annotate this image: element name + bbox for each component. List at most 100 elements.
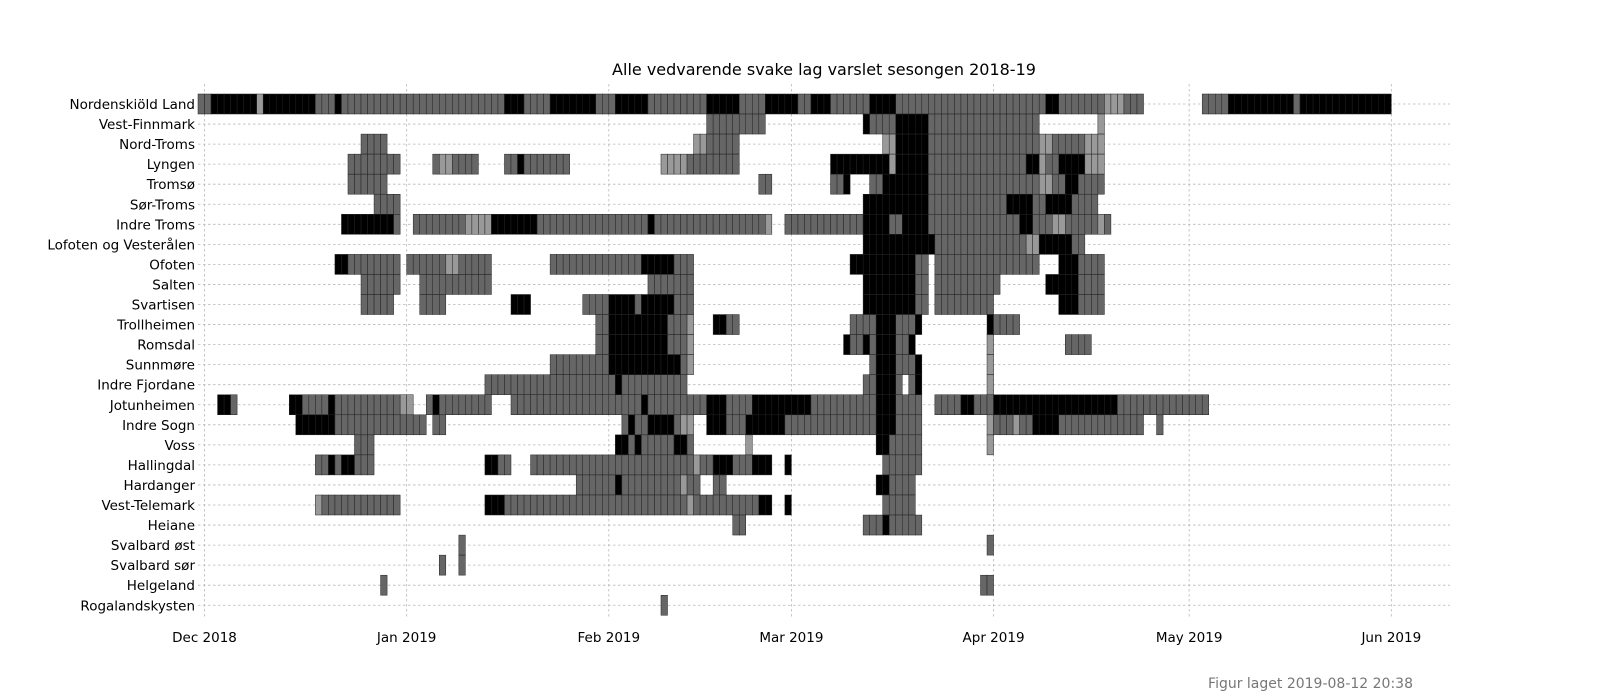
heatmap-cell (738, 214, 747, 235)
heatmap-cell (367, 214, 375, 235)
heatmap-cell (869, 173, 877, 195)
heatmap-cell (712, 113, 720, 135)
heatmap-cell (1071, 414, 1079, 436)
heatmap-cell (686, 434, 694, 456)
heatmap-cell (888, 274, 896, 295)
heatmap-cell (680, 474, 688, 496)
heatmap-cell (582, 254, 590, 275)
heatmap-cell (882, 354, 890, 375)
heatmap-cell (367, 93, 375, 115)
heatmap-cell (1136, 93, 1144, 115)
heatmap-cell (915, 93, 923, 115)
x-tick-label: Jun 2019 (1360, 630, 1421, 646)
heatmap-cell (673, 374, 681, 395)
heatmap-cell (530, 374, 538, 395)
heatmap-cell (308, 414, 316, 436)
heatmap-cell (830, 394, 838, 415)
heatmap-cell (484, 494, 492, 516)
heatmap-cell (602, 454, 610, 476)
heatmap-cell (869, 113, 877, 135)
heatmap-cell (954, 194, 962, 215)
heatmap-cell (660, 595, 668, 616)
heatmap-cell (706, 153, 714, 175)
heatmap-cell (549, 93, 557, 115)
heatmap-cell (1071, 394, 1079, 415)
heatmap-cell (1097, 254, 1105, 275)
heatmap-cell (1091, 294, 1099, 315)
heatmap-cell (699, 494, 707, 516)
heatmap-cell (412, 93, 420, 115)
heatmap-cell (680, 494, 688, 516)
heatmap-cell (1019, 254, 1027, 275)
heatmap-cell (888, 254, 896, 275)
heatmap-cell (1058, 93, 1066, 115)
heatmap-cell (967, 93, 975, 115)
heatmap-cell (647, 394, 655, 415)
heatmap-cell (458, 274, 466, 295)
heatmap-cell (902, 153, 910, 175)
heatmap-cell (367, 173, 375, 195)
heatmap-cell (1006, 133, 1014, 155)
heatmap-cell (986, 214, 994, 235)
heatmap-cell (582, 214, 590, 235)
heatmap-cell (321, 394, 329, 415)
heatmap-cell (347, 214, 355, 235)
heatmap-cell (1058, 234, 1066, 255)
heatmap-cell (1130, 414, 1138, 436)
heatmap-cell (980, 294, 988, 315)
heatmap-cell (1325, 93, 1333, 115)
heatmap-cell (680, 153, 688, 175)
heatmap-cell (908, 254, 916, 275)
heatmap-cell (1019, 214, 1027, 235)
heatmap-cell (1169, 394, 1177, 415)
heatmap-cell (902, 474, 910, 496)
heatmap-cell (256, 93, 264, 115)
heatmap-cell (895, 314, 903, 335)
heatmap-cell (654, 274, 662, 295)
heatmap-cell (549, 374, 557, 395)
heatmap-cell (954, 294, 962, 315)
heatmap-cell (484, 214, 492, 235)
heatmap-cell (888, 214, 896, 235)
heatmap-cell (1019, 414, 1027, 436)
heatmap-cell (1091, 274, 1099, 295)
heatmap-cell (986, 574, 994, 596)
region-row (595, 314, 1020, 335)
heatmap-cell (562, 254, 570, 275)
heatmap-cell (921, 274, 929, 295)
heatmap-cell (373, 254, 381, 275)
heatmap-cell (843, 414, 851, 436)
heatmap-cell (680, 314, 688, 335)
heatmap-cell (667, 394, 675, 415)
heatmap-cell (908, 173, 916, 195)
heatmap-cell (667, 214, 675, 235)
heatmap-cell (380, 254, 388, 275)
region-row (439, 554, 466, 576)
heatmap-cell (980, 254, 988, 275)
heatmap-cell (967, 254, 975, 275)
heatmap-cell (439, 214, 447, 235)
heatmap-cell (1051, 194, 1059, 215)
heatmap-cell (888, 394, 896, 415)
heatmap-cell (347, 93, 355, 115)
region-row (360, 274, 1105, 295)
heatmap-cell (973, 214, 981, 235)
heatmap-cell (582, 474, 590, 496)
heatmap-cell (947, 234, 955, 255)
heatmap-cell (745, 454, 753, 476)
heatmap-cell (354, 214, 362, 235)
heatmap-cell (602, 354, 610, 375)
heatmap-cell (875, 93, 883, 115)
heatmap-cell (354, 394, 362, 415)
heatmap-cell (647, 314, 655, 335)
heatmap-cell (810, 414, 818, 436)
heatmap-cell (458, 153, 466, 175)
heatmap-cell (660, 414, 668, 436)
heatmap-cell (680, 374, 688, 395)
heatmap-cell (1058, 274, 1066, 295)
heatmap-cell (1058, 294, 1066, 315)
heatmap-cell (602, 294, 610, 315)
heatmap-cell (1051, 153, 1059, 175)
region-label: Tromsø (146, 177, 195, 193)
heatmap-cell (556, 394, 564, 415)
